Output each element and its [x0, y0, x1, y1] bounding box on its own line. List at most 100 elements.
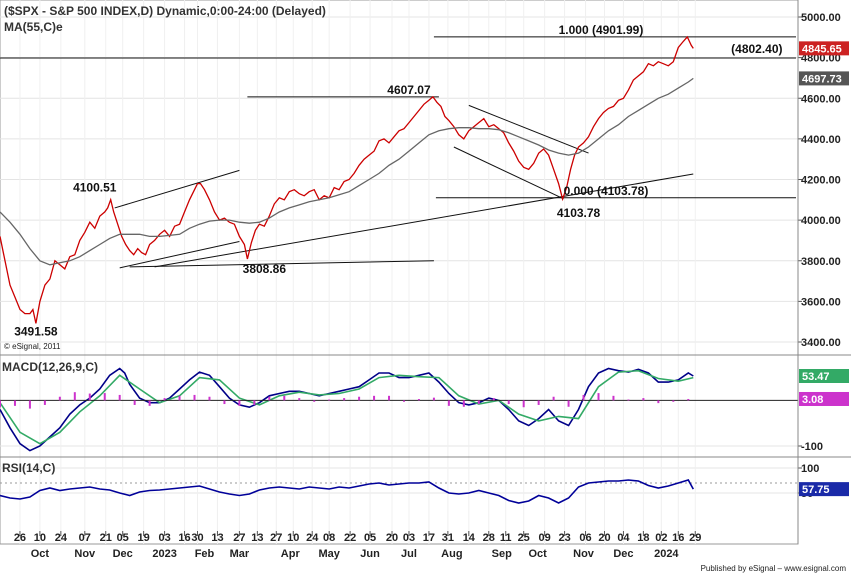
footer-credit: Published by eSignal – www.esignal.com [701, 564, 847, 573]
series-layer [0, 35, 798, 504]
x-month-label: 2023 [152, 548, 176, 560]
histogram-bar [148, 400, 151, 406]
histogram-bar [492, 398, 495, 401]
histogram-bar [133, 400, 136, 405]
x-tick-label: 08 [323, 532, 335, 544]
x-month-label: Apr [281, 548, 301, 560]
x-tick-label: 24 [306, 532, 319, 544]
histogram-bar [627, 399, 630, 401]
x-month-label: Mar [230, 548, 250, 560]
series-line-macd [0, 367, 694, 452]
x-tick-label: 17 [423, 532, 435, 544]
histogram-bar [432, 397, 435, 401]
histogram-bar [657, 400, 660, 404]
x-tick-label: 18 [637, 532, 649, 544]
x-month-label: Nov [573, 548, 595, 560]
histogram-bar [28, 400, 31, 409]
histogram-bar [388, 395, 391, 401]
x-tick-label: 05 [117, 532, 129, 544]
x-month-label: Aug [441, 548, 462, 560]
x-tick-label: 16 [178, 532, 190, 544]
histogram-bar [328, 399, 331, 401]
x-tick-label: 05 [364, 532, 376, 544]
x-tick-label: 29 [689, 532, 701, 544]
histogram-bar [208, 396, 211, 401]
histogram-bar [313, 400, 316, 402]
x-tick-label: 07 [79, 532, 91, 544]
price-annotation: 4607.07 [387, 83, 431, 97]
x-month-label: Dec [113, 548, 133, 560]
rsi-title: RSI(14,C) [2, 461, 55, 475]
histogram-bar [103, 393, 106, 401]
histogram-bar [178, 395, 181, 401]
histogram-bar [597, 393, 600, 401]
value-tag-box [799, 71, 849, 86]
series-line-s-p-500-daily-close-approx- [0, 35, 694, 324]
histogram-bar [238, 400, 241, 406]
histogram-bar [552, 396, 555, 401]
price-annotation: 3491.58 [14, 324, 58, 338]
x-month-label: Sep [492, 548, 512, 560]
trend-line [129, 260, 434, 268]
price-annotation: 3808.86 [243, 262, 287, 276]
histogram-bar [567, 400, 570, 407]
y-tick-label: 3400.00 [801, 337, 841, 349]
x-month-label: Dec [613, 548, 633, 560]
value-tag-text: 4697.73 [802, 73, 842, 85]
trend-line [468, 104, 589, 154]
chart-title: ($SPX - S&P 500 INDEX,D) Dynamic,0:00-24… [4, 4, 326, 18]
y-tick-label: 4600.00 [801, 93, 841, 105]
x-month-label: 2024 [654, 548, 679, 560]
price-annotation: 0.000 (4103.78) [564, 184, 649, 198]
histogram-bar [447, 400, 450, 406]
histogram-bar [402, 400, 405, 402]
price-annotation: 4100.51 [73, 181, 117, 195]
histogram-bar [373, 395, 376, 401]
histogram-bar [537, 400, 540, 405]
x-tick-label: 13 [251, 532, 263, 544]
x-tick-label: 27 [233, 532, 245, 544]
x-tick-label: 30 [191, 532, 203, 544]
x-tick-label: 20 [386, 532, 398, 544]
histogram-bar [582, 394, 585, 401]
y-tick-label: 100 [801, 463, 819, 475]
histogram-bar [672, 400, 675, 402]
series-line-rsi [0, 479, 695, 504]
x-month-label: Oct [528, 548, 547, 560]
price-annotation: 4103.78 [557, 206, 601, 220]
histogram-bar [507, 400, 510, 405]
trend-line [154, 173, 694, 268]
x-tick-label: 20 [598, 532, 610, 544]
series-line-signal [0, 369, 694, 445]
x-tick-label: 04 [617, 532, 630, 544]
price-annotation: (4802.40) [731, 42, 782, 56]
y-tick-label: 4800.00 [801, 53, 841, 65]
gridlines [0, 0, 802, 544]
series-line-ma-55-c-e [0, 77, 694, 266]
histogram-bar [13, 400, 16, 406]
histogram-bar [298, 398, 301, 401]
value-tag-text: 3.08 [802, 394, 823, 406]
x-tick-label: 21 [100, 532, 112, 544]
value-tag-text: 57.75 [802, 484, 830, 496]
x-month-label: Oct [31, 548, 50, 560]
y-tick-label: 4000.00 [801, 215, 841, 227]
x-tick-label: 27 [270, 532, 282, 544]
value-tag-box [799, 369, 849, 383]
trend-line [114, 169, 240, 209]
x-tick-label: 14 [463, 532, 476, 544]
x-month-label: May [318, 548, 340, 560]
x-month-label: Jun [360, 548, 380, 560]
histogram-bar [58, 396, 61, 401]
histogram-bar [0, 400, 1, 408]
x-tick-label: 31 [442, 532, 454, 544]
value-tag-text: 4845.65 [802, 43, 842, 55]
value-tag-box [799, 482, 849, 497]
label-layer: 3400.00 3600.00 3800.00 4000.00 4200.00 4400.… [14, 12, 849, 560]
histogram-bar [43, 400, 46, 405]
histogram-bar [687, 398, 690, 401]
x-tick-label: 11 [500, 532, 512, 544]
y-tick-label: -100 [801, 441, 823, 453]
x-tick-label: 23 [558, 532, 570, 544]
